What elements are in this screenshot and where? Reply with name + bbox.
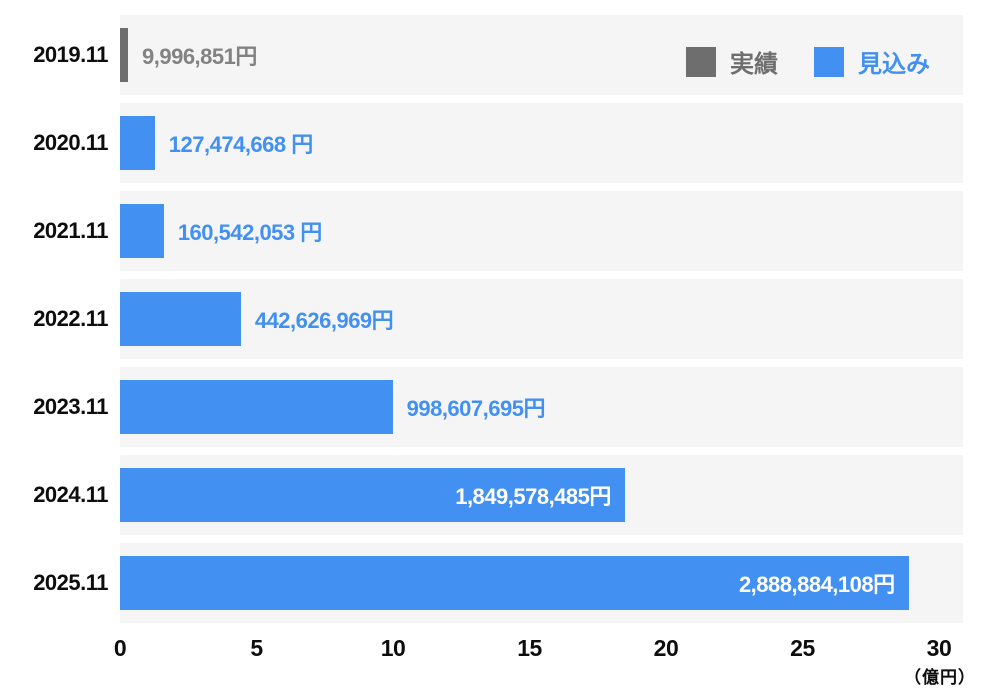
x-tick-label: 25 [790, 635, 815, 661]
bar [120, 292, 241, 346]
bar: 1,849,578,485円 [120, 468, 625, 522]
x-tick-label: 0 [113, 635, 127, 661]
bar-row-2022.11: 2022.11 442,626,969円 [0, 279, 1000, 359]
category-label: 2021.11 [33, 218, 108, 243]
value-label: 998,607,695円 [406, 396, 546, 421]
category-label: 2022.11 [33, 306, 108, 331]
legend-item-見込み: 見込み [814, 44, 930, 79]
category-label: 2020.11 [33, 130, 108, 155]
bar-row-2021.11: 2021.11 160,542,053 円 [0, 191, 1000, 271]
bar-track: 127,474,668 円 [120, 103, 963, 183]
bar-row-2025.11: 2025.11 2,888,884,108円 [0, 543, 1000, 623]
plot-area: 2019.11 9,996,851円 2020.11 127,474,668 円 202… [0, 15, 1000, 623]
legend-swatch-icon [686, 46, 716, 77]
category-label: 2025.11 [33, 570, 108, 595]
legend-swatch-icon [814, 46, 844, 77]
legend-label: 見込み [858, 51, 930, 78]
bar-track: 2,888,884,108円 [120, 543, 963, 623]
bar-track: 998,607,695円 [120, 367, 963, 447]
bar [120, 116, 155, 170]
value-label: 442,626,969円 [254, 308, 394, 333]
value-label: 160,542,053 円 [177, 220, 322, 245]
bar [120, 204, 164, 258]
category-label: 2024.11 [33, 482, 108, 507]
value-label: 1,849,578,485円 [455, 484, 611, 509]
bar [120, 28, 128, 82]
x-tick-label: 10 [380, 635, 406, 661]
value-label: 127,474,668 円 [168, 132, 313, 157]
legend-label: 実績 [730, 51, 778, 78]
bar [120, 380, 393, 434]
category-label: 2019.11 [33, 42, 108, 67]
bar-row-2020.11: 2020.11 127,474,668 円 [0, 103, 1000, 183]
bar-track: 160,542,053 円 [120, 191, 963, 271]
x-tick-label: 30 [926, 635, 952, 661]
value-label: 9,996,851円 [142, 44, 257, 69]
bar-row-2024.11: 2024.11 1,849,578,485円 [0, 455, 1000, 535]
bar: 2,888,884,108円 [120, 556, 909, 610]
x-tick-label: 5 [250, 635, 263, 661]
legend: 実績 見込み [686, 44, 930, 79]
x-tick-label: 20 [653, 635, 679, 661]
bar-track: 1,849,578,485円 [120, 455, 963, 535]
axis-unit-label: （億円） [904, 668, 976, 687]
bar-row-2023.11: 2023.11 998,607,695円 [0, 367, 1000, 447]
bar-track: 442,626,969円 [120, 279, 963, 359]
legend-item-実績: 実績 [686, 44, 778, 79]
value-label: 2,888,884,108円 [738, 572, 895, 597]
x-tick-label: 15 [517, 635, 542, 661]
x-axis: 0 5 10 15 20 25 30 [114, 631, 963, 665]
category-label: 2023.11 [33, 394, 108, 419]
